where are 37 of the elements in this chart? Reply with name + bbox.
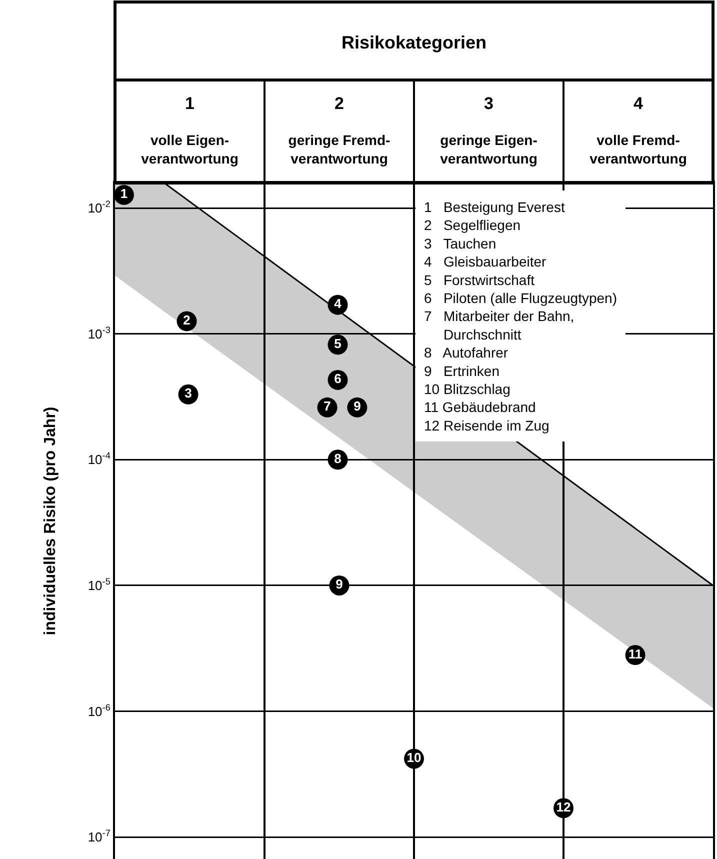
x-tick-label: 1 volle Eigen- verantwortung	[141, 94, 238, 166]
annotation: 9 Ertrinken	[424, 362, 500, 379]
text: 9	[336, 576, 343, 592]
annotation: 2 Segelfliegen	[424, 217, 521, 234]
series-label: 6	[334, 371, 342, 386]
annotation: 4 Gleisbauarbeiter	[424, 254, 547, 270]
x-tick-label: 4 volle Fremd- verantwortung	[590, 94, 687, 166]
annotation: 10 Blitzschlag	[424, 381, 510, 397]
annotation: 1 Besteigung Everest	[424, 199, 565, 215]
series-label: 7	[324, 398, 331, 414]
annotation: 12 Reisende im Zug	[424, 417, 550, 434]
y-tick-label: 10$^{-4}$	[88, 450, 110, 468]
x-tick-label: 3 geringe Eigen- verantwortung	[440, 94, 538, 166]
series-label: 1	[120, 186, 128, 202]
series-label: 8	[334, 450, 342, 466]
y-axis-title: individuelles Risiko (pro Jahr)	[42, 406, 60, 636]
annotation: 3 Tauchen	[424, 235, 496, 252]
annotation: 6 Piloten (alle Flugzeugtypen)	[424, 290, 617, 306]
annotation: 11 Gebäudebrand	[424, 399, 536, 416]
y-tick-label: 10$^{-6}$	[88, 702, 110, 719]
series-label: 4	[334, 296, 342, 312]
series-label: 9	[354, 398, 361, 414]
series-label: 12	[556, 799, 571, 814]
x-tick-label: 2 geringe Fremd- verantwortung	[288, 94, 391, 166]
annotation: 5 Forstwirtschaft	[424, 272, 535, 288]
series-label: 5	[334, 336, 342, 351]
series-label: 11	[628, 646, 642, 662]
series-label: 10	[406, 750, 422, 765]
series-label: 2	[183, 312, 190, 328]
annotation: 8 Autofahrer	[424, 344, 508, 361]
annotation: 7 Mitarbeiter der Bahn, Durchschnitt	[424, 308, 574, 342]
y-tick-label: 10$^{-2}$	[88, 199, 110, 216]
series-label: 3	[184, 386, 192, 401]
y-tick-label: 10$^{-5}$	[88, 576, 110, 594]
chart-title: Risikokategorien	[341, 32, 487, 52]
y-tick-label: 10$^{-7}$	[88, 828, 110, 845]
y-tick-label: 10$^{-3}$	[88, 324, 110, 342]
